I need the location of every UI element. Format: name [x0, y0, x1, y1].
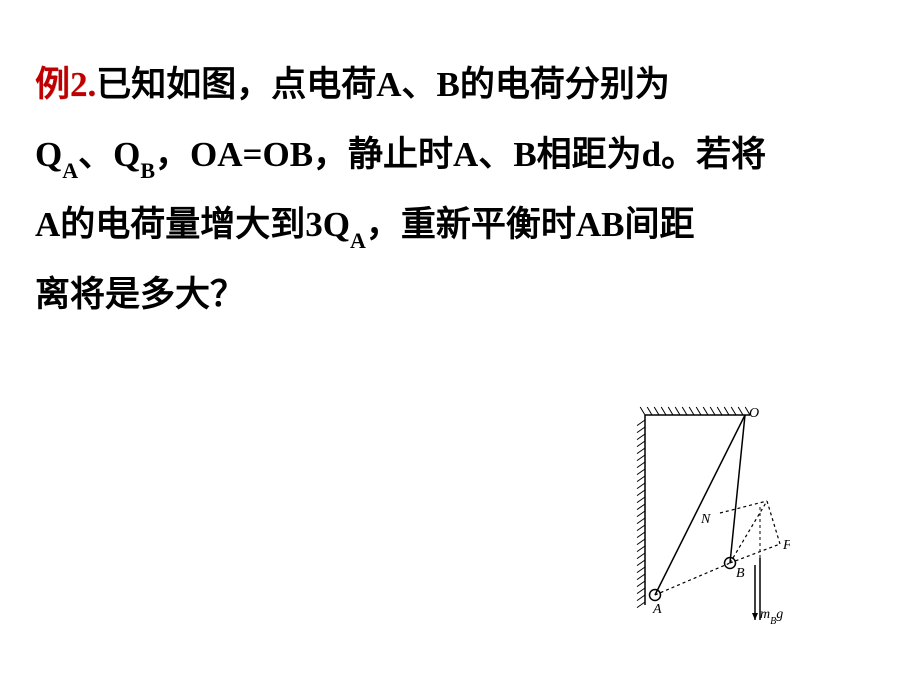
physics-diagram: O A B N FmBg: [620, 400, 790, 625]
svg-text:A: A: [652, 602, 662, 617]
svg-text:mBg: mBg: [760, 607, 783, 625]
problem-content: 例2.已知如图，点电荷A、B的电荷分别为 QA、QB，OA=OB，静止时A、B相…: [0, 0, 920, 330]
example-label: 例2.: [35, 65, 96, 104]
problem-text: 例2.已知如图，点电荷A、B的电荷分别为 QA、QB，OA=OB，静止时A、B相…: [35, 50, 880, 330]
text-qa: QA、QB，OA=OB，静止时A、B相距为d。若将: [35, 135, 766, 174]
text-line3: A的电荷量增大到3QA，重新平衡时AB间距: [35, 205, 695, 244]
svg-text:F: F: [782, 538, 790, 553]
text-line1: 已知如图，点电荷A、B的电荷分别为: [96, 65, 670, 104]
svg-text:N: N: [700, 512, 711, 527]
text-line4: 离将是多大？: [35, 275, 245, 314]
svg-text:B: B: [736, 566, 745, 581]
svg-text:O: O: [749, 406, 759, 421]
